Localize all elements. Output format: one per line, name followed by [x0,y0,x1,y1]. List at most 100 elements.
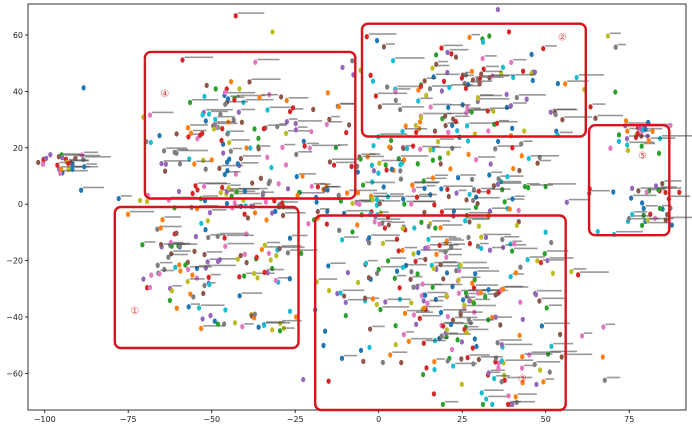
point-label [282,319,302,322]
data-point [668,122,673,129]
data-point [408,276,413,282]
point-label [488,395,510,398]
data-point [287,308,293,314]
data-point [382,225,387,231]
point-label [176,148,189,151]
point-label [475,284,499,286]
data-point [471,300,476,306]
point-label [243,155,262,157]
data-point [157,132,162,139]
data-point [342,293,347,299]
data-point [505,174,510,180]
data-point [456,277,461,283]
data-point [269,164,274,171]
point-label [630,217,660,220]
data-point [516,207,521,214]
data-point [400,264,406,271]
point-label [443,185,473,187]
data-point [302,143,307,149]
point-label [269,106,292,109]
data-point [467,240,472,247]
data-point [225,131,230,137]
data-point [613,89,618,95]
data-point [625,147,631,153]
data-point [637,125,642,131]
data-point [479,71,484,77]
point-label [422,112,452,115]
data-point [202,282,207,289]
data-point [467,34,472,40]
data-point [167,297,172,304]
point-label [629,127,638,130]
data-point [574,74,579,81]
point-label [465,296,476,298]
point-label [496,120,518,123]
data-point [410,182,415,189]
point-label [172,285,182,287]
data-point [335,290,340,297]
data-point [580,333,585,339]
data-point [653,183,659,189]
point-label [481,80,493,82]
data-point [368,72,373,79]
data-point [505,401,511,408]
data-point [326,378,331,384]
data-point [550,270,556,276]
data-point [222,171,227,178]
data-point [548,109,553,115]
data-point [173,264,178,271]
point-label [479,94,494,96]
point-label [524,353,553,355]
data-point [58,166,64,173]
point-label [549,257,574,259]
data-point [235,161,240,167]
x-tick-label: 75 [624,415,634,424]
data-point [218,111,223,118]
data-point [396,248,401,254]
point-label [495,182,522,184]
point-label [435,73,460,76]
data-point [496,176,501,182]
point-label [397,88,411,90]
data-point [256,135,261,141]
point-label [336,161,355,164]
point-label [490,371,501,374]
data-point [385,84,390,90]
data-point [499,358,504,364]
point-label [443,44,463,47]
data-point [473,271,478,277]
point-label [529,256,545,258]
data-point [416,250,421,256]
data-point [345,269,350,276]
data-point [445,313,450,320]
data-point [212,122,217,128]
data-point [250,180,255,186]
data-point [200,130,205,137]
data-point [350,200,355,207]
data-point [300,173,305,179]
data-point [493,314,498,320]
point-label [460,174,477,176]
data-point [201,290,206,297]
point-label [466,325,479,328]
data-point [376,170,381,176]
data-point [459,75,464,81]
data-point [443,122,448,129]
data-point [425,300,430,306]
data-point [343,312,348,319]
data-point [549,343,554,349]
point-label [337,144,348,146]
data-point [309,128,314,135]
point-label [467,328,489,331]
data-point [340,64,345,71]
point-label [152,111,174,114]
data-point [163,161,168,167]
data-point [368,326,373,332]
data-point [200,316,205,322]
data-point [646,119,651,126]
data-point [486,370,491,376]
data-point [372,219,377,225]
data-point [229,79,234,85]
point-label [120,195,132,197]
data-point [543,229,548,235]
